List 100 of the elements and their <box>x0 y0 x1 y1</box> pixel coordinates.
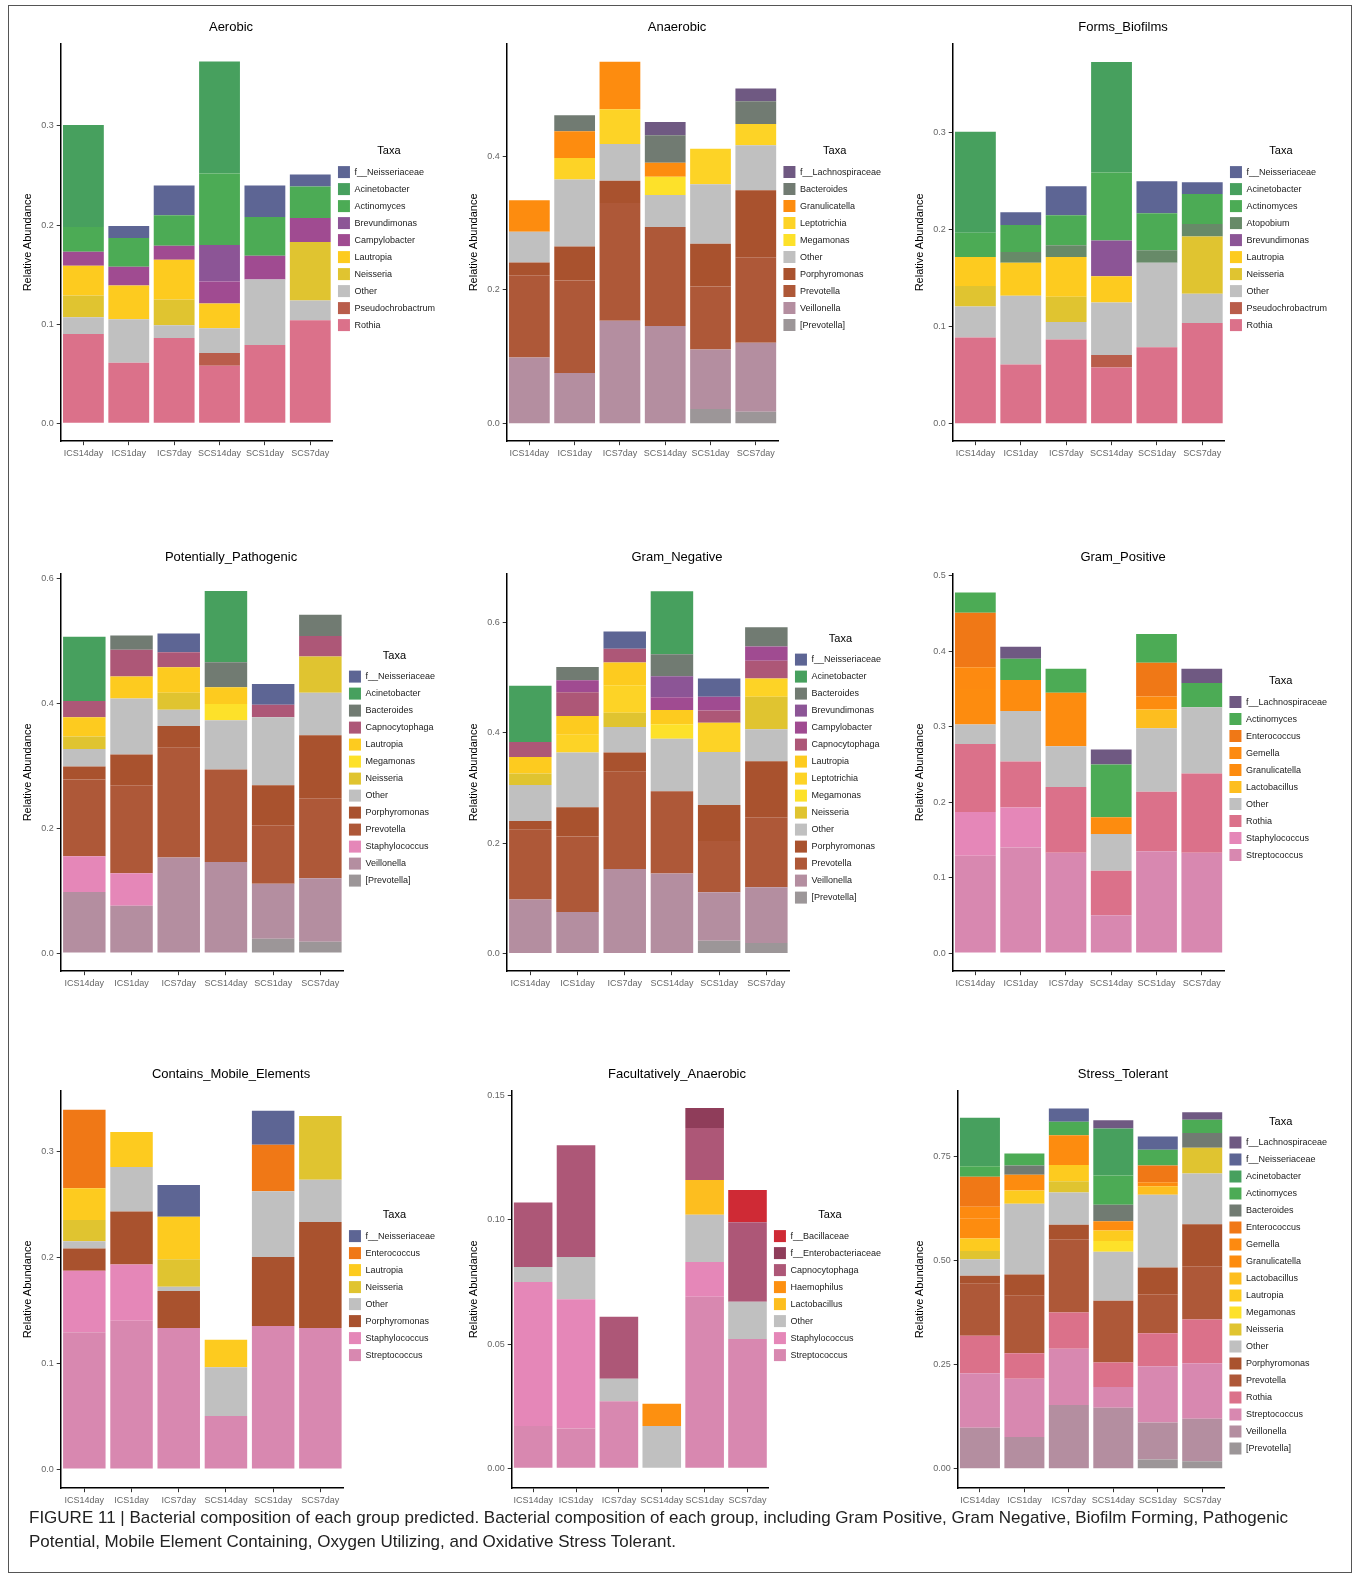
bar <box>556 666 599 681</box>
legend-label: Gemella <box>1245 1239 1280 1250</box>
y-tick-label: 0.25 <box>933 1359 951 1370</box>
legend-label: Veillonella <box>799 302 841 313</box>
bar <box>251 1325 295 1469</box>
chart-title: Aerobic <box>208 19 254 35</box>
bar <box>697 751 741 805</box>
bar <box>63 1248 106 1271</box>
bar <box>1004 1174 1045 1191</box>
bar <box>1004 1165 1045 1175</box>
bar <box>153 245 195 260</box>
legend-label: Granulicatella <box>1245 1256 1301 1267</box>
bar <box>650 654 694 677</box>
bar <box>554 372 596 424</box>
legend-label: Porphyromonas <box>1245 1358 1310 1369</box>
bar <box>251 717 295 786</box>
legend-label: Staphylococcus <box>1245 832 1310 843</box>
bar <box>954 337 996 424</box>
bar <box>697 696 741 711</box>
bar <box>204 687 248 705</box>
y-tick-label: 0.3 <box>933 721 946 732</box>
x-tick-label: SCS14day <box>643 448 688 459</box>
legend-label: Other <box>1245 798 1269 809</box>
x-tick-label: ICS14day <box>510 978 551 989</box>
bar <box>1045 256 1087 297</box>
bar <box>1045 668 1087 693</box>
legend-label: f__Lachnospiraceae <box>1245 1137 1327 1148</box>
legend-label: Porphyromonas <box>811 841 876 852</box>
bar <box>728 1222 767 1302</box>
x-tick-label: ICS14day <box>955 978 996 989</box>
bar <box>289 320 331 423</box>
bar <box>1137 1182 1178 1187</box>
bar <box>299 692 342 736</box>
bar <box>959 1176 1000 1207</box>
x-tick-label: ICS7day <box>161 978 197 989</box>
bar <box>735 123 777 146</box>
bar <box>735 342 777 412</box>
bar <box>1091 240 1132 277</box>
bar <box>603 712 646 728</box>
bar <box>110 1166 153 1212</box>
bar <box>954 612 996 668</box>
bar <box>1045 245 1087 257</box>
x-tick-label: ICS14day <box>64 978 105 989</box>
bar <box>199 328 240 353</box>
legend-label: Gemella <box>1245 747 1280 758</box>
y-tick-label: 0.2 <box>487 284 500 295</box>
bar <box>650 738 694 792</box>
bar <box>1000 807 1042 848</box>
bar <box>1136 851 1177 953</box>
bar <box>289 218 331 242</box>
legend-label: Staphylococcus <box>790 1332 854 1343</box>
x-tick-label: ICS14day <box>509 448 550 459</box>
y-tick-label: 0.10 <box>487 1214 505 1225</box>
bar <box>110 905 153 953</box>
legend-title: Taxa <box>818 1208 843 1221</box>
legend-label: Other <box>1246 285 1269 296</box>
bar <box>508 231 550 263</box>
x-tick-label: ICS1day <box>114 1495 150 1506</box>
legend-label: Bacteroides <box>811 688 860 699</box>
bar <box>153 338 195 423</box>
bar <box>1181 707 1223 774</box>
legend-label: Neisseria <box>1245 1324 1284 1335</box>
bar <box>299 941 342 953</box>
legend-label: Prevotella <box>365 824 406 835</box>
bar <box>1137 1136 1178 1150</box>
bar <box>204 1367 248 1417</box>
bar <box>1181 293 1223 323</box>
bar <box>599 1316 639 1379</box>
bar <box>1137 1366 1178 1423</box>
bar <box>1136 709 1177 729</box>
bar <box>157 1184 200 1217</box>
y-tick-label: 0.3 <box>933 127 946 138</box>
bar <box>556 1145 596 1258</box>
x-tick-label: SCS14day <box>640 1495 684 1506</box>
bar <box>1000 658 1042 680</box>
legend-label: Neisseria <box>811 807 849 818</box>
bar <box>954 744 996 813</box>
bar <box>513 1426 553 1468</box>
bar <box>1182 1147 1223 1174</box>
bar <box>1048 1348 1089 1405</box>
x-tick-label: ICS1day <box>560 978 596 989</box>
bar <box>1045 321 1087 340</box>
legend-label: f__Lachnospiraceae <box>1245 696 1327 707</box>
bar <box>1137 1165 1178 1183</box>
bar <box>690 148 731 185</box>
bar <box>685 1180 724 1215</box>
bar <box>204 861 248 953</box>
x-tick-label: ICS7day <box>601 1495 637 1506</box>
bar <box>1045 186 1087 216</box>
bar <box>735 88 777 102</box>
bar <box>745 943 788 954</box>
bar <box>728 1190 767 1223</box>
legend-label: Leptotrichia <box>811 773 858 784</box>
legend-label: Veillonella <box>811 875 852 886</box>
bar <box>63 1109 106 1189</box>
bar <box>599 1378 639 1402</box>
y-tick-label: 0.0 <box>41 947 54 958</box>
legend-label: Megamonas <box>799 234 850 245</box>
legend-label: Rothia <box>1245 1392 1272 1403</box>
legend-label: Streptococcus <box>1245 849 1304 860</box>
